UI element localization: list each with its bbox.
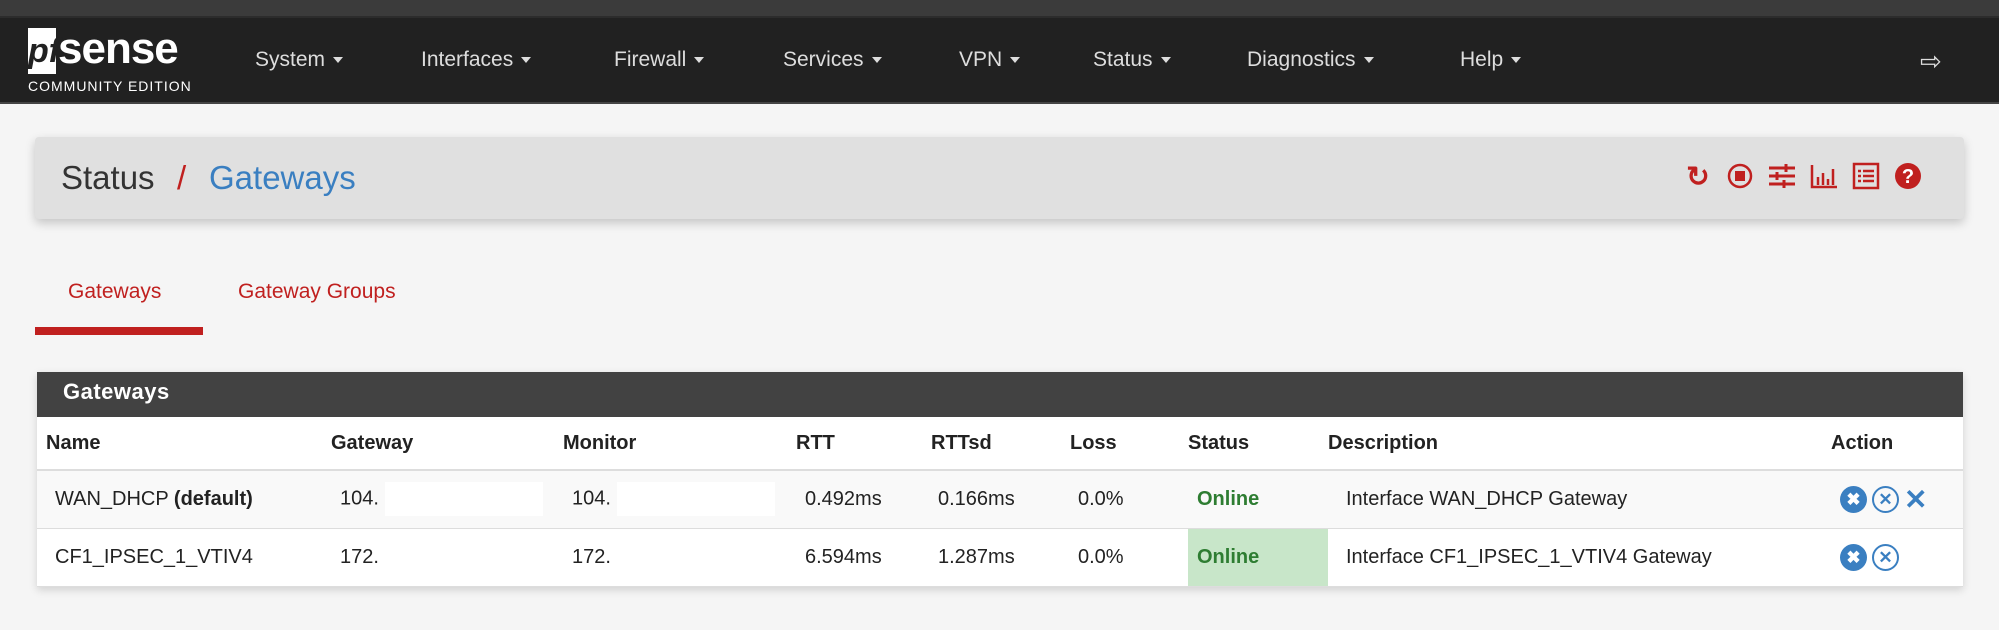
cell-monitor: 104. — [563, 470, 796, 529]
navbar: pf sense COMMUNITY EDITION System Interf… — [0, 18, 1999, 104]
tab-gateways[interactable]: Gateways — [68, 280, 162, 303]
pfsense-logo[interactable]: pf sense COMMUNITY EDITION — [28, 24, 208, 98]
breadcrumb-separator: / — [177, 159, 187, 196]
cell-name: WAN_DHCP (default) — [37, 470, 331, 529]
status-badge: Online — [1188, 470, 1328, 529]
table-row: WAN_DHCP (default) 104. 104. 0.492ms 0.1… — [37, 470, 1963, 529]
col-status[interactable]: Status — [1188, 417, 1328, 471]
svg-text:?: ? — [1902, 166, 1914, 188]
cell-loss: 0.0% — [1070, 528, 1188, 587]
col-rtt[interactable]: RTT — [796, 417, 931, 471]
logo-edition: COMMUNITY EDITION — [28, 78, 192, 94]
cell-actions: ✖ ✕ — [1831, 528, 1963, 587]
nav-vpn[interactable]: VPN — [959, 48, 1021, 72]
help-icon[interactable]: ? — [1893, 159, 1923, 193]
nav-label: Diagnostics — [1247, 48, 1356, 71]
disable-icon[interactable]: ✕ — [1872, 543, 1899, 571]
cell-actions: ✖ ✕ ✕ — [1831, 470, 1963, 529]
nav-status[interactable]: Status — [1093, 48, 1171, 72]
breadcrumb: Status / Gateways ↻ ? — [35, 137, 1964, 219]
gateways-panel: Gateways Name Gateway Monitor RTT RTTsd … — [37, 372, 1963, 587]
bar-chart-icon[interactable] — [1809, 159, 1839, 193]
cell-description: Interface CF1_IPSEC_1_VTIV4 Gateway — [1328, 528, 1831, 587]
logout-icon[interactable]: ⇨ — [1920, 46, 1942, 76]
gateway-ip: 104. — [340, 487, 379, 510]
caret-down-icon — [1010, 57, 1021, 64]
cell-rtt: 0.492ms — [796, 470, 931, 529]
cell-gateway: 104. — [331, 470, 563, 529]
nav-help[interactable]: Help — [1460, 48, 1522, 72]
nav-label: VPN — [959, 48, 1003, 71]
nav-label: System — [255, 48, 326, 71]
col-monitor[interactable]: Monitor — [563, 417, 796, 471]
nav-label: Interfaces — [421, 48, 514, 71]
caret-down-icon — [521, 57, 532, 64]
active-tab-indicator — [35, 327, 203, 335]
redaction-box — [384, 482, 543, 517]
gateways-table: Name Gateway Monitor RTT RTTsd Loss Stat… — [37, 417, 1963, 587]
cell-rttsd: 0.166ms — [931, 470, 1070, 529]
nav-label: Help — [1460, 48, 1504, 71]
gateway-name: CF1_IPSEC_1_VTIV4 — [55, 545, 253, 568]
col-gateway[interactable]: Gateway — [331, 417, 563, 471]
nav-label: Status — [1093, 48, 1153, 71]
nav-interfaces[interactable]: Interfaces — [421, 48, 532, 72]
nav-system[interactable]: System — [255, 48, 344, 72]
caret-down-icon — [1511, 57, 1522, 64]
caret-down-icon — [1363, 57, 1374, 64]
caret-down-icon — [333, 57, 344, 64]
cell-description: Interface WAN_DHCP Gateway — [1328, 470, 1831, 529]
col-rttsd[interactable]: RTTsd — [931, 417, 1070, 471]
nav-diagnostics[interactable]: Diagnostics — [1247, 48, 1374, 72]
cell-rttsd: 1.287ms — [931, 528, 1070, 587]
default-label: (default) — [173, 487, 253, 510]
table-header-row: Name Gateway Monitor RTT RTTsd Loss Stat… — [37, 417, 1963, 471]
cell-rtt: 6.594ms — [796, 528, 931, 587]
cell-monitor: 172. — [563, 528, 796, 587]
mark-down-icon[interactable]: ✖ — [1840, 485, 1867, 513]
reload-icon[interactable]: ↻ — [1686, 160, 1710, 192]
col-description[interactable]: Description — [1328, 417, 1831, 471]
breadcrumb-page[interactable]: Gateways — [209, 159, 356, 196]
nav-services[interactable]: Services — [783, 48, 882, 72]
status-badge: Online — [1188, 528, 1328, 587]
caret-down-icon — [694, 57, 705, 64]
mark-down-icon[interactable]: ✖ — [1840, 543, 1867, 571]
list-icon[interactable] — [1851, 159, 1881, 193]
sliders-icon[interactable] — [1767, 159, 1797, 193]
logo-pf: pf — [28, 28, 60, 74]
nav-label: Services — [783, 48, 864, 71]
cell-name: CF1_IPSEC_1_VTIV4 — [37, 528, 331, 587]
col-action: Action — [1831, 417, 1963, 471]
cell-gateway: 172. — [331, 528, 563, 587]
tab-gateway-groups[interactable]: Gateway Groups — [238, 280, 396, 303]
browser-top-strip — [0, 0, 1999, 18]
col-loss[interactable]: Loss — [1070, 417, 1188, 471]
caret-down-icon — [871, 57, 882, 64]
redaction-box — [616, 482, 775, 517]
disable-icon[interactable]: ✕ — [1872, 485, 1899, 513]
cell-loss: 0.0% — [1070, 470, 1188, 529]
gateway-name: WAN_DHCP — [55, 487, 169, 510]
panel-title: Gateways — [37, 372, 1963, 417]
table-row: CF1_IPSEC_1_VTIV4 172. 172. 6.594ms 1.28… — [37, 528, 1963, 587]
monitor-ip: 104. — [572, 487, 611, 510]
breadcrumb-section: Status — [61, 159, 155, 196]
remove-icon[interactable]: ✕ — [1904, 483, 1928, 515]
caret-down-icon — [1160, 57, 1171, 64]
stop-circle-icon[interactable] — [1725, 159, 1755, 193]
nav-label: Firewall — [614, 48, 687, 71]
logo-sense: sense — [58, 24, 179, 73]
col-name[interactable]: Name — [37, 417, 331, 471]
nav-firewall[interactable]: Firewall — [614, 48, 705, 72]
